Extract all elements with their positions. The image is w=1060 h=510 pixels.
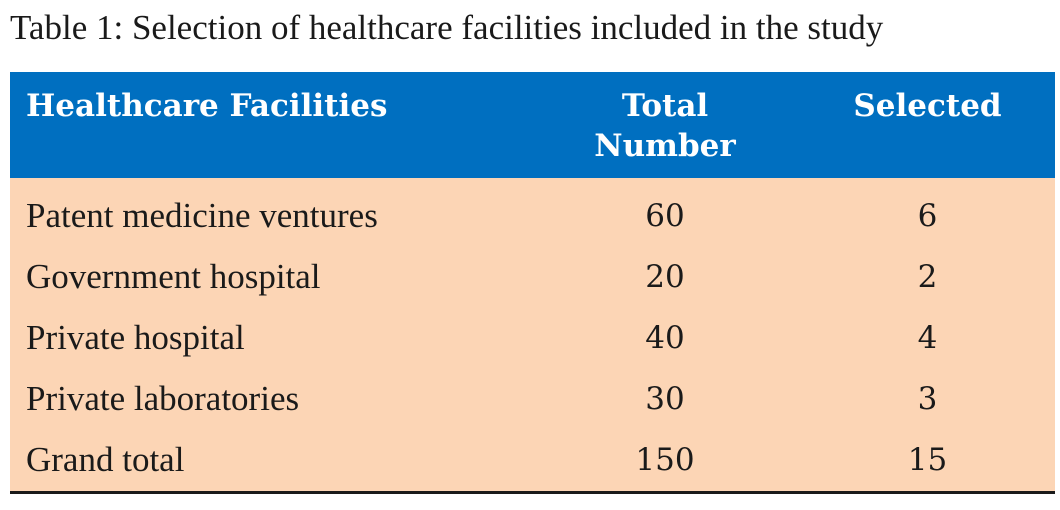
table-row: Private hospital 40 4	[10, 307, 1055, 368]
facilities-table: Healthcare Facilities Total Number Selec…	[10, 72, 1055, 494]
row-facility: Patent medicine ventures	[26, 196, 378, 235]
header-total-line1: Total	[621, 88, 709, 124]
row-selected: 2	[917, 258, 938, 295]
header-total-line2: Number	[594, 128, 736, 164]
table-row: Private laboratories 30 3	[10, 368, 1055, 429]
row-facility: Grand total	[26, 439, 185, 479]
row-selected: 4	[917, 319, 938, 356]
row-selected: 15	[907, 441, 948, 478]
table-caption: Table 1: Selection of healthcare facilit…	[10, 8, 884, 47]
row-total: 150	[635, 441, 695, 478]
table-row-grand-total: Grand total 150 15	[10, 429, 1055, 492]
row-selected: 6	[917, 198, 938, 234]
row-facility: Private hospital	[26, 317, 245, 357]
header-selected: Selected	[853, 88, 1002, 124]
table-row: Patent medicine ventures 60 6	[10, 178, 1055, 246]
row-facility: Government hospital	[26, 256, 321, 296]
row-selected: 3	[917, 380, 938, 417]
header-total-number: Total Number	[530, 72, 800, 178]
row-facility: Private laboratories	[26, 378, 300, 418]
header-healthcare-facilities: Healthcare Facilities	[26, 88, 388, 124]
row-total: 30	[645, 380, 685, 417]
table-row: Government hospital 20 2	[10, 246, 1055, 307]
table-header-row: Healthcare Facilities Total Number Selec…	[10, 72, 1055, 178]
row-total: 60	[645, 198, 685, 234]
row-total: 20	[645, 258, 685, 295]
row-total: 40	[645, 319, 685, 356]
